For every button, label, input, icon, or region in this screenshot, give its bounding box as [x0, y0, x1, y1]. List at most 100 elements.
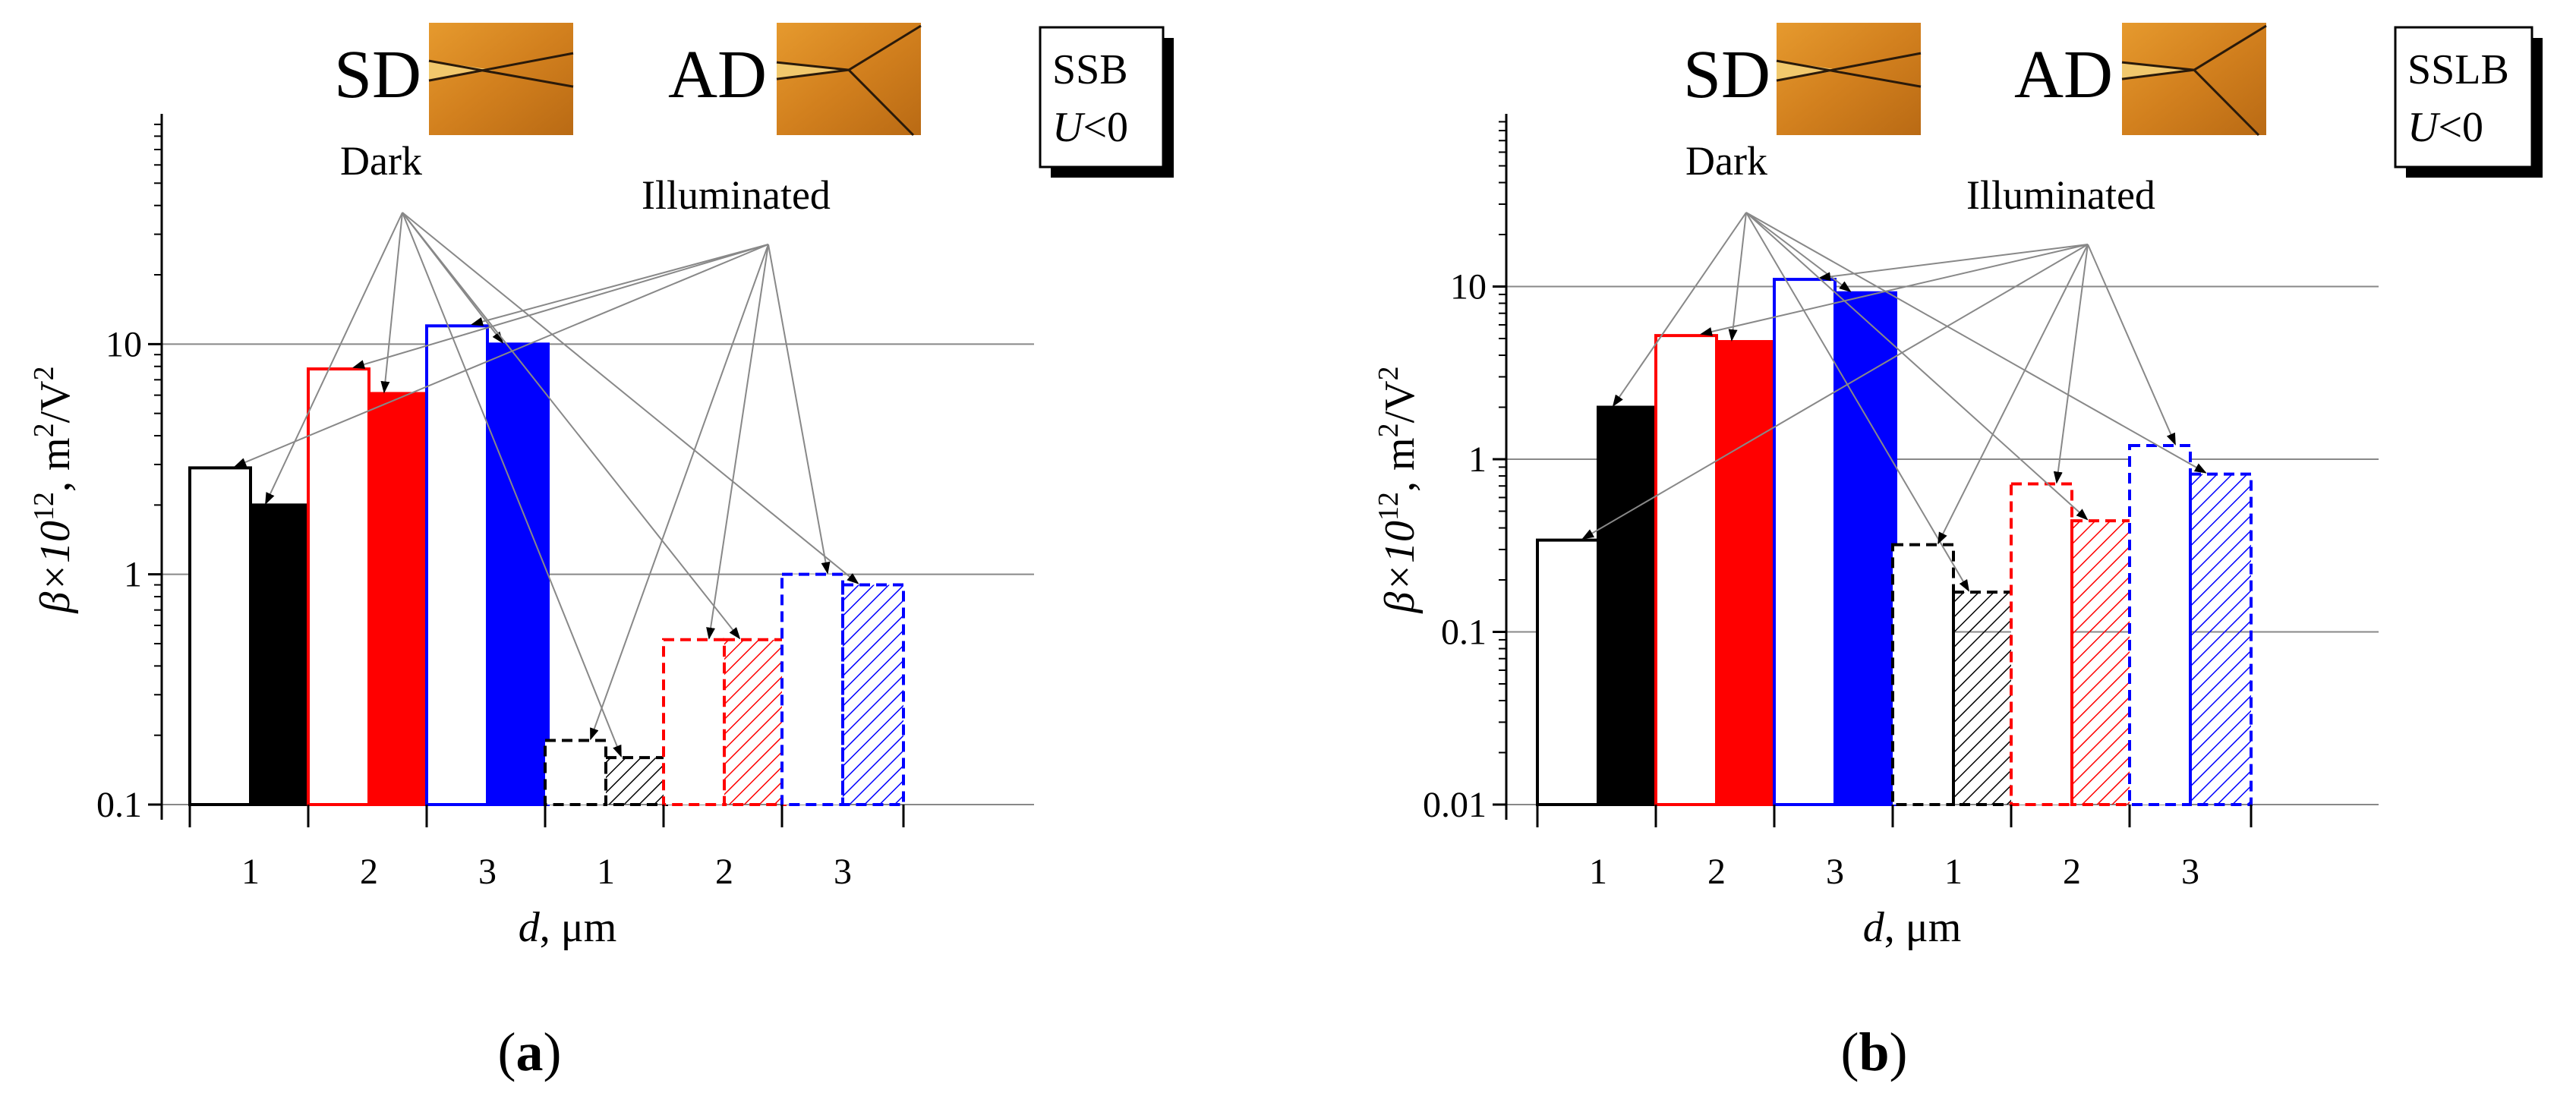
fiber-line — [428, 52, 574, 82]
y-tick-label: 0.1 — [1441, 613, 1487, 653]
annotation-arrow — [1581, 244, 2089, 540]
fiber-line — [776, 68, 850, 80]
x-tick-label: 1 — [1944, 852, 1963, 892]
bar-sd — [2128, 443, 2192, 806]
electrode-tip — [429, 61, 493, 81]
electrode-tip — [2122, 62, 2194, 80]
annotation-arrow — [402, 212, 622, 758]
annotation-arrow — [1745, 212, 2207, 474]
y-axis-exponent: 12 — [28, 492, 60, 521]
panel-label: (a) — [498, 1022, 562, 1082]
y-axis-label: β×1012, m2/V2 — [1373, 366, 1424, 613]
x-tick-label: 1 — [1589, 852, 1607, 892]
condition-box-condition: U<0 — [1052, 104, 1128, 151]
y-axis-base: β×10 — [1376, 521, 1424, 614]
annotation-arrow — [380, 212, 403, 394]
annotation-arrow — [402, 212, 859, 584]
y-axis-unit-2: /V — [1376, 380, 1424, 423]
annotation-arrow — [590, 244, 769, 741]
x-axis-label: d, μm — [1863, 904, 1962, 951]
y-axis-unit-sup: 2 — [1373, 423, 1405, 437]
condition-value: <0 — [1083, 104, 1128, 151]
y-axis-unit-sup2: 2 — [1373, 366, 1405, 380]
fiber-line — [848, 24, 922, 71]
bar-ad — [841, 583, 905, 806]
y-axis-base: β×10 — [32, 521, 79, 614]
annotation-arrow — [234, 244, 769, 468]
annotation-arrow — [1745, 212, 2089, 521]
micrograph-image — [429, 23, 573, 135]
fiber-line — [2121, 68, 2195, 80]
fiber-line — [2193, 69, 2260, 137]
annotation-arrow — [768, 244, 831, 575]
x-axis-unit: , μm — [540, 904, 617, 951]
panel-label-close: ) — [1890, 1022, 1908, 1082]
bar-ad — [367, 392, 431, 806]
x-axis-unit: , μm — [1884, 904, 1962, 951]
bar-ad — [249, 503, 313, 806]
fiber-line — [2121, 61, 2195, 71]
fiber-line — [1776, 59, 1922, 88]
panel-label: (b) — [1840, 1022, 1907, 1082]
photo-label: SD — [1683, 37, 1770, 112]
bar-sd — [1536, 538, 1600, 807]
photo-label: AD — [2014, 37, 2113, 112]
bar-ad — [486, 342, 550, 807]
x-tick-label: 3 — [478, 852, 497, 892]
bar-ad — [604, 756, 668, 807]
fiber-line — [847, 69, 915, 137]
condition-box — [1039, 26, 1165, 169]
y-tick-label: 0.01 — [1423, 785, 1487, 825]
annotation-arrow — [1745, 212, 1852, 292]
condition-box-title: SSB — [1052, 46, 1128, 93]
annotation-arrow — [1745, 212, 1970, 592]
y-tick-label: 10 — [106, 324, 142, 364]
bar-sd — [1773, 278, 1837, 806]
bar-sd — [1891, 543, 1955, 806]
panel-label-letter: a — [516, 1022, 544, 1082]
fiber-line — [2193, 24, 2267, 71]
x-tick-label: 2 — [715, 852, 733, 892]
y-axis-exponent: 12 — [1373, 492, 1405, 521]
condition-box-title: SSLB — [2407, 46, 2509, 93]
panel-label-open: ( — [498, 1022, 516, 1082]
photo-label: AD — [668, 37, 767, 112]
y-tick-label: 10 — [1450, 267, 1487, 307]
condition-value: <0 — [2438, 104, 2483, 151]
annotation-arrow — [1700, 244, 2089, 336]
x-tick-label: 1 — [241, 852, 260, 892]
annotation-arrow — [2053, 244, 2089, 484]
annotation-arrow — [402, 212, 741, 640]
bar-ad — [723, 638, 787, 806]
annotation-illuminated: Illuminated — [642, 172, 831, 218]
annotation-arrow — [1818, 244, 2089, 282]
bar-ad — [1833, 291, 1897, 806]
x-axis-label: d, μm — [519, 904, 617, 951]
bar-ad — [1715, 340, 1779, 806]
annotation-dark: Dark — [340, 138, 422, 184]
annotation-arrow — [1612, 212, 1747, 408]
panel-label-letter: b — [1859, 1022, 1889, 1082]
y-axis-label: β×1012, m2/V2 — [28, 366, 79, 613]
y-tick-label: 1 — [124, 555, 142, 595]
bar-sd — [780, 572, 844, 807]
micrograph-image — [1777, 23, 1921, 135]
bar-ad — [1952, 591, 2016, 806]
y-tick-label: 0.1 — [96, 785, 142, 825]
fiber-line — [776, 61, 850, 71]
y-axis-unit-sup: 2 — [28, 423, 60, 437]
annotation-arrow — [471, 244, 769, 326]
x-tick-label: 3 — [2181, 852, 2199, 892]
bar-sd — [425, 324, 489, 807]
x-tick-label: 3 — [834, 852, 852, 892]
fiber-line — [1776, 52, 1922, 82]
y-axis-unit-sup2: 2 — [28, 366, 60, 380]
bar-sd — [307, 367, 370, 806]
bar-sd — [188, 466, 252, 806]
annotation-arrow — [1728, 212, 1747, 342]
condition-box-condition: U<0 — [2407, 104, 2483, 151]
x-tick-label: 2 — [1707, 852, 1726, 892]
